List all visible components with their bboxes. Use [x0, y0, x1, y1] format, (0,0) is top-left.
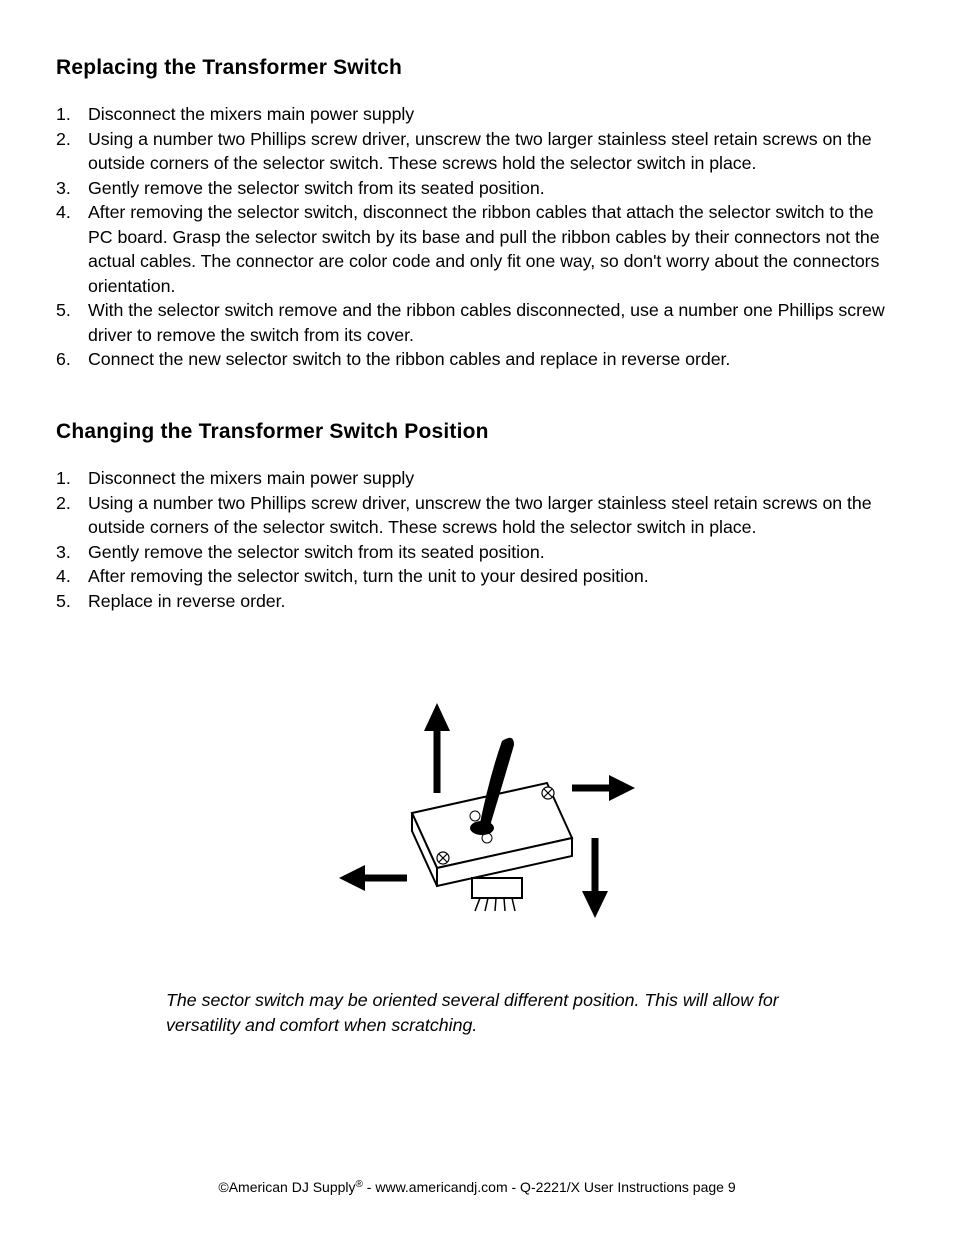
list-item: After removing the selector switch, disc…	[56, 200, 898, 298]
footer-rest: - www.americandj.com - Q-2221/X User Ins…	[363, 1179, 736, 1195]
section1-list: Disconnect the mixers main power supply …	[56, 102, 898, 372]
list-item: After removing the selector switch, turn…	[56, 564, 898, 589]
footer-copyright: ©	[218, 1179, 228, 1195]
diagram-caption: The sector switch may be oriented severa…	[166, 988, 826, 1037]
section2-heading: Changing the Transformer Switch Position	[56, 420, 898, 444]
list-item: Gently remove the selector switch from i…	[56, 176, 898, 201]
footer-reg: ®	[356, 1179, 363, 1190]
list-item: Disconnect the mixers main power supply	[56, 466, 898, 491]
list-item: Gently remove the selector switch from i…	[56, 540, 898, 565]
list-item: With the selector switch remove and the …	[56, 298, 898, 347]
list-item: Using a number two Phillips screw driver…	[56, 491, 898, 540]
section2-list: Disconnect the mixers main power supply …	[56, 466, 898, 613]
section1-heading: Replacing the Transformer Switch	[56, 56, 898, 80]
list-item: Replace in reverse order.	[56, 589, 898, 614]
switch-diagram: The sector switch may be oriented severa…	[56, 683, 898, 1037]
page-footer: ©American DJ Supply® - www.americandj.co…	[0, 1179, 954, 1195]
list-item: Using a number two Phillips screw driver…	[56, 127, 898, 176]
list-item: Disconnect the mixers main power supply	[56, 102, 898, 127]
list-item: Connect the new selector switch to the r…	[56, 347, 898, 372]
footer-company: American DJ Supply	[229, 1179, 356, 1195]
